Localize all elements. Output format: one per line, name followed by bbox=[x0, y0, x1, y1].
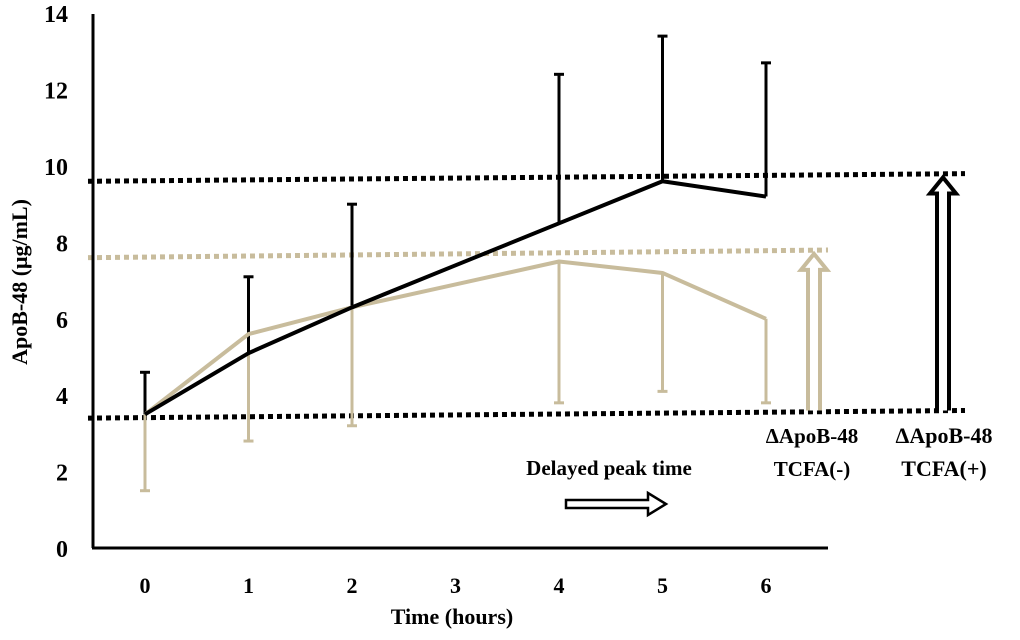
y-tick-label-0: 0 bbox=[56, 537, 68, 563]
delta-arrows bbox=[796, 174, 961, 411]
y-axis-label: ApoB-48 (μg/mL) bbox=[7, 199, 32, 365]
x-axis-label: Time (hours) bbox=[391, 604, 513, 629]
x-tick-label-2: 2 bbox=[347, 573, 358, 598]
y-tick-label-4: 8 bbox=[56, 231, 68, 257]
tcfa-neg-arrow-icon bbox=[796, 250, 832, 411]
series-lines bbox=[143, 179, 767, 417]
y-tick-label-2: 4 bbox=[56, 384, 68, 410]
x-tick-label-0: 0 bbox=[140, 573, 151, 598]
error-bars bbox=[140, 34, 771, 493]
y-tick-label-5: 10 bbox=[44, 155, 68, 181]
tcfa-pos-label-line1: ΔApoB-48 bbox=[896, 423, 993, 448]
tcfa-pos-arrow-icon bbox=[925, 174, 961, 411]
tcfa-neg-label-line2: TCFA(-) bbox=[774, 457, 851, 481]
x-tick-label-5: 5 bbox=[657, 573, 668, 598]
y-tick-label-3: 6 bbox=[56, 308, 68, 334]
tcfa-pos-label-line2: TCFA(+) bbox=[901, 456, 986, 481]
reference-line-0 bbox=[87, 171, 966, 184]
delayed-peak-arrow-icon bbox=[564, 490, 669, 518]
y-tick-label-7: 14 bbox=[44, 2, 68, 28]
series-line-0 bbox=[143, 259, 767, 416]
reference-line-1 bbox=[87, 247, 829, 261]
reference-line-2 bbox=[87, 407, 966, 421]
axes bbox=[91, 14, 828, 550]
x-tick-label-4: 4 bbox=[554, 573, 565, 598]
x-tick-label-6: 6 bbox=[761, 573, 772, 598]
tcfa-neg-label-line1: ΔApoB-48 bbox=[766, 424, 859, 448]
reference-lines bbox=[87, 171, 966, 421]
x-tick-label-3: 3 bbox=[450, 573, 461, 598]
x-tick-label-1: 1 bbox=[243, 573, 254, 598]
series-line-1 bbox=[143, 179, 767, 417]
delayed-peak-label: Delayed peak time bbox=[526, 456, 692, 480]
y-tick-label-6: 12 bbox=[44, 79, 68, 105]
y-tick-label-1: 2 bbox=[56, 461, 68, 487]
